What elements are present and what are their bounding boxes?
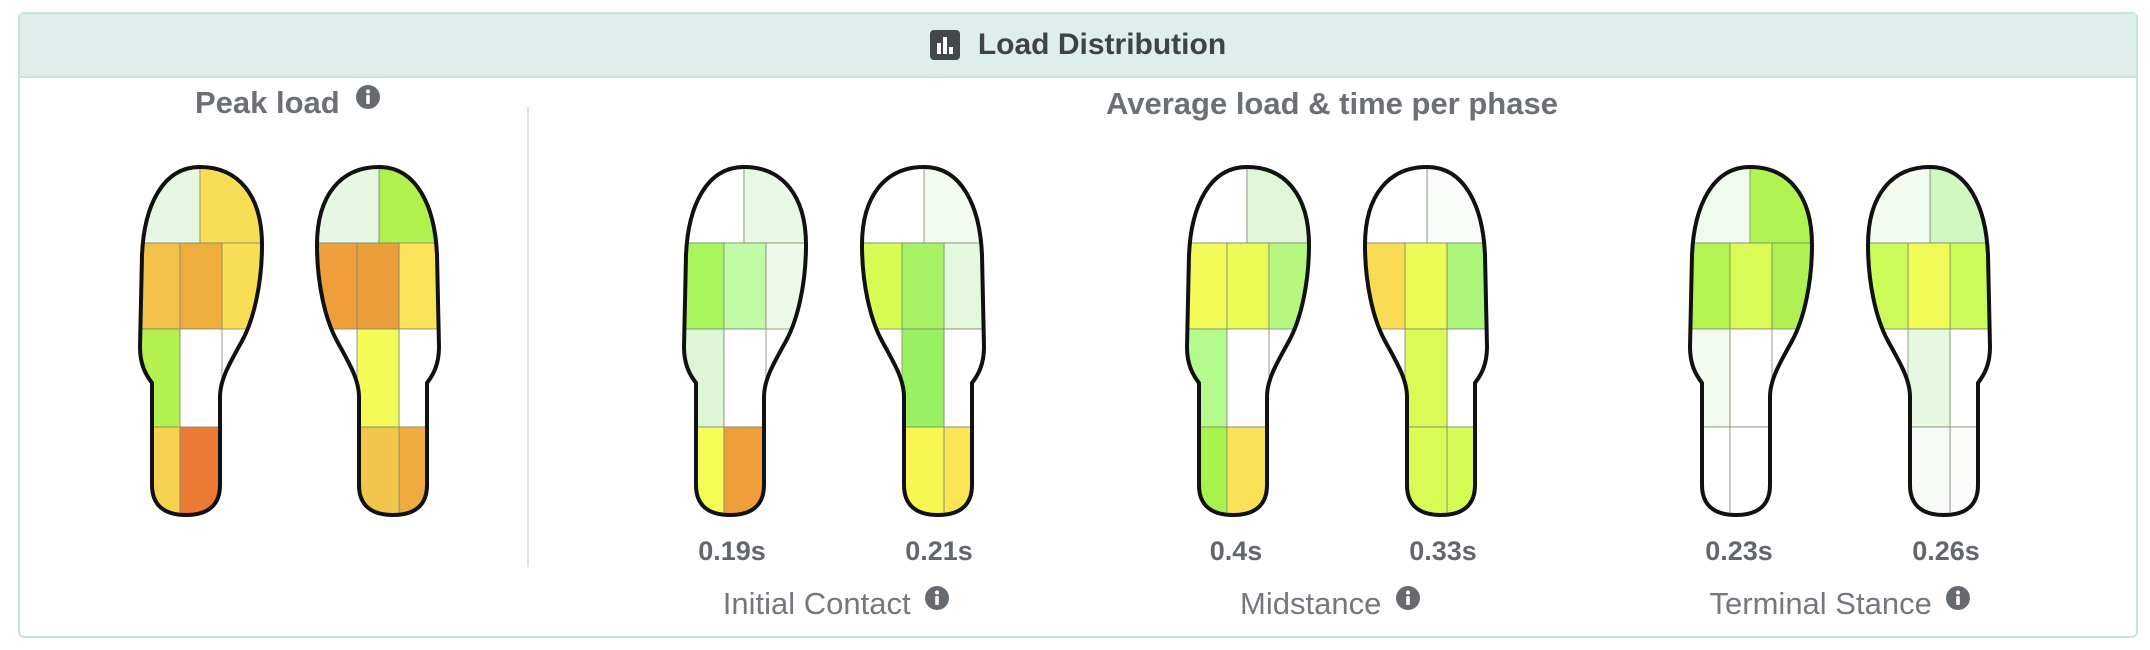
pressure-zone [1187, 242, 1228, 330]
pressure-zone [1404, 328, 1448, 428]
foot-outline [859, 164, 987, 518]
time-terminal-stance-right: 0.26s [1912, 536, 1980, 566]
pressure-zone [140, 328, 181, 428]
time-midstance-right: 0.33s [1409, 536, 1477, 566]
foot-map-peak-left [137, 164, 265, 518]
pressure-zone [1226, 328, 1270, 428]
pressure-zone [1187, 328, 1228, 428]
foot-map-mid-right [1362, 164, 1490, 518]
pressure-zone [723, 242, 767, 330]
pressure-zone [354, 426, 400, 515]
pressure-zone [140, 242, 181, 330]
pressure-zone [943, 328, 984, 428]
pressure-zone [901, 242, 945, 330]
foot-outline [137, 164, 265, 518]
pressure-zone [899, 426, 945, 515]
phase-midstance: Midstance [1210, 586, 1450, 622]
pressure-zone [1402, 426, 1448, 515]
peak-load-heading: Peak load [195, 85, 381, 121]
pressure-zone [1729, 242, 1773, 330]
phase-initial-contact: Initial Contact [686, 586, 986, 622]
pressure-zone [356, 242, 400, 330]
foot-outline [314, 164, 442, 518]
time-terminal-stance-left: 0.23s [1705, 536, 1773, 566]
foot-map-mid-left [1184, 164, 1312, 518]
section-divider [527, 107, 529, 567]
pressure-zone [398, 242, 439, 330]
pressure-zone [901, 328, 945, 428]
pressure-zone [1690, 328, 1731, 428]
pressure-zone [684, 328, 725, 428]
pressure-zone [1226, 426, 1272, 515]
panel-header: Load Distribution [20, 14, 2136, 78]
foot-map-ts-right [1865, 164, 1993, 518]
panel-title: Load Distribution [977, 28, 1227, 61]
pressure-zone [179, 328, 223, 428]
time-initial-contact-left: 0.19s [698, 536, 766, 566]
pressure-zone [1226, 242, 1270, 330]
pressure-zone [1446, 242, 1487, 330]
time-initial-contact-right: 0.21s [905, 536, 973, 566]
foot-map-ic-right [859, 164, 987, 518]
foot-map-ts-left [1687, 164, 1815, 518]
pressure-zone [398, 328, 439, 428]
pressure-zone [179, 242, 223, 330]
pressure-zone [179, 426, 225, 515]
foot-outline [1184, 164, 1312, 518]
foot-outline [1362, 164, 1490, 518]
foot-outline [681, 164, 809, 518]
time-midstance-left: 0.4s [1209, 536, 1263, 566]
phase-initial-contact-label: Initial Contact [722, 586, 911, 621]
pressure-zone [943, 242, 984, 330]
info-icon[interactable] [356, 85, 381, 109]
pressure-zone [1729, 426, 1775, 515]
foot-map-ic-left [681, 164, 809, 518]
info-icon[interactable] [1395, 586, 1420, 610]
pressure-zone [1907, 242, 1951, 330]
pressure-zone [1404, 242, 1448, 330]
phase-midstance-label: Midstance [1240, 586, 1382, 621]
pressure-zone [723, 328, 767, 428]
info-icon[interactable] [925, 586, 950, 610]
peak-load-title: Peak load [195, 85, 340, 120]
bar-chart-icon [929, 30, 960, 60]
pressure-zone [1907, 328, 1951, 428]
average-load-title: Average load & time per phase [1106, 86, 1558, 121]
pressure-zone [1446, 328, 1487, 428]
phase-terminal-stance: Terminal Stance [1680, 586, 2000, 622]
pressure-zone [723, 426, 769, 515]
pressure-zone [1949, 242, 1990, 330]
foot-outline [1687, 164, 1815, 518]
foot-map-peak-right [314, 164, 442, 518]
phase-terminal-stance-label: Terminal Stance [1709, 586, 1932, 621]
pressure-zone [1949, 328, 1990, 428]
pressure-zone [1905, 426, 1951, 515]
info-icon[interactable] [1946, 586, 1971, 610]
pressure-zone [356, 328, 400, 428]
foot-outline [1865, 164, 1993, 518]
pressure-zone [1729, 328, 1773, 428]
pressure-zone [684, 242, 725, 330]
pressure-zone [1690, 242, 1731, 330]
